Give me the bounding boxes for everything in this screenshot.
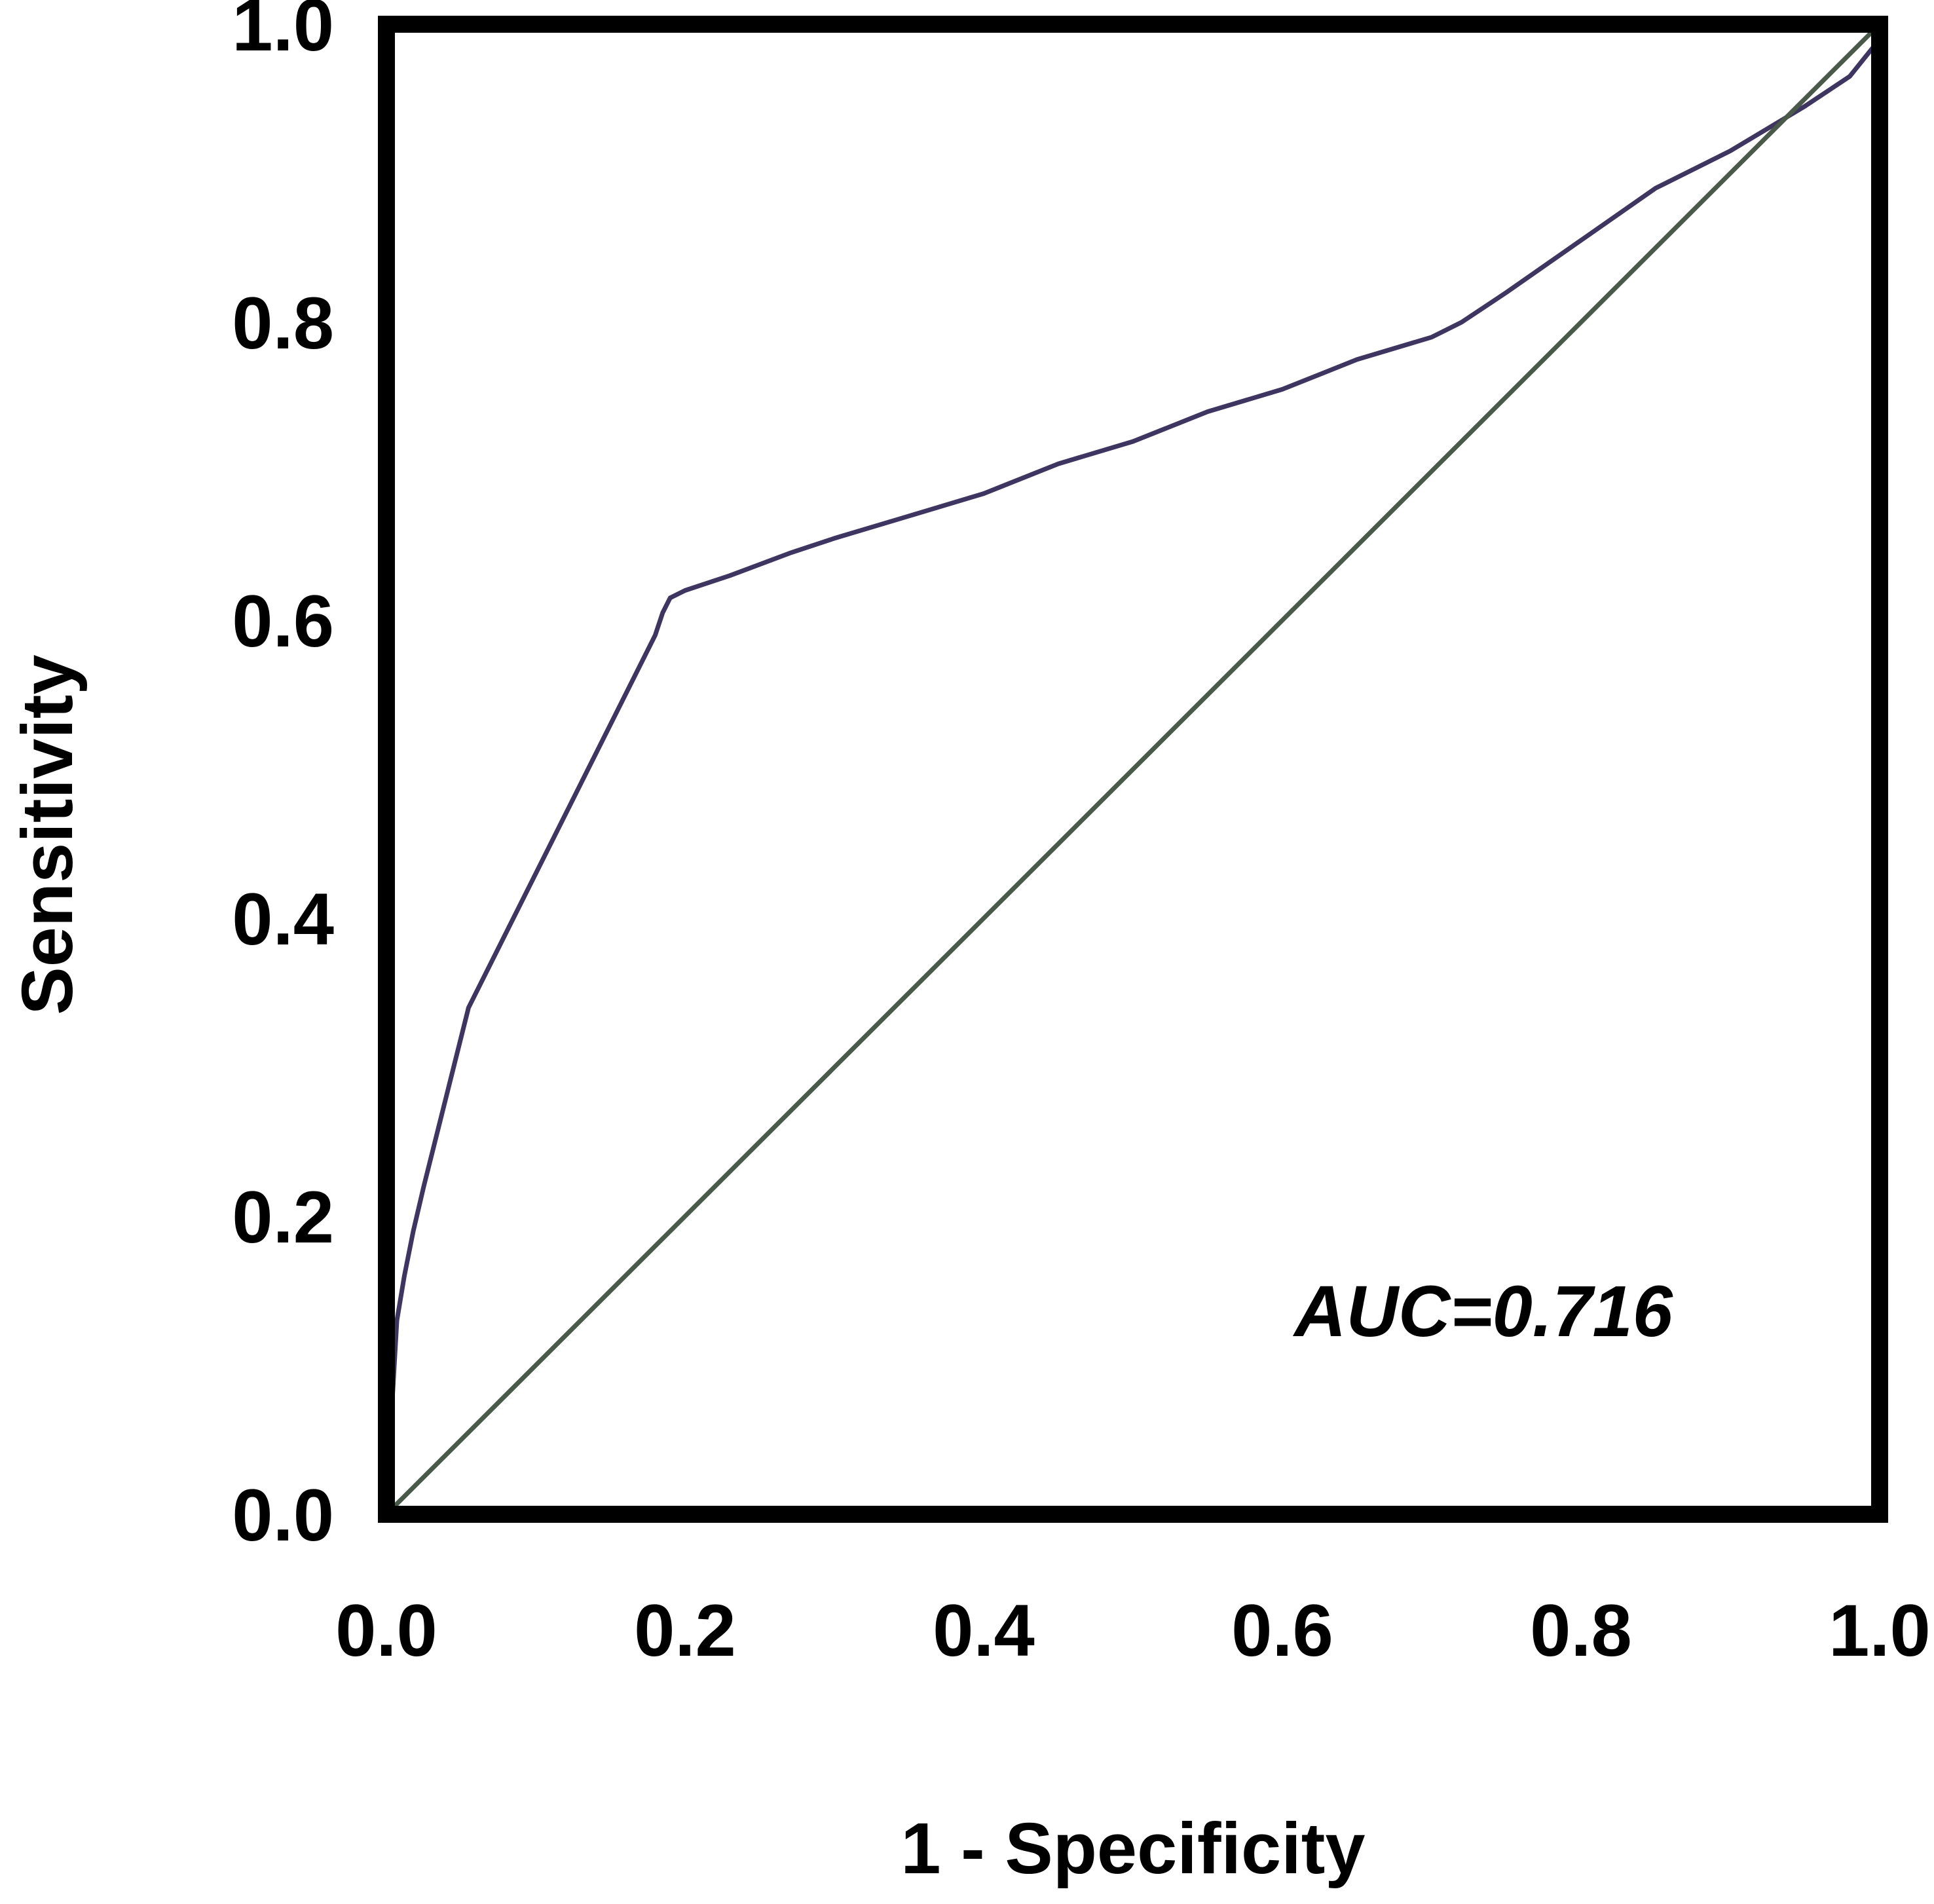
x-tick-label: 0.4: [933, 1590, 1035, 1671]
y-axis-label: Sensitivity: [7, 654, 88, 1015]
roc-curve-line: [384, 37, 1882, 1515]
x-tick-label: 0.2: [634, 1590, 736, 1671]
x-axis-label: 1 - Specificity: [901, 1808, 1365, 1889]
series-layer: [384, 22, 1882, 1516]
reference-diagonal-line: [384, 22, 1882, 1516]
x-tick-labels: 0.0 0.2 0.4 0.6 0.8 1.0: [335, 1590, 1931, 1671]
y-tick-labels: 0.0 0.2 0.4 0.6 0.8 1.0: [232, 0, 334, 1556]
x-tick-label: 0.0: [335, 1590, 437, 1671]
y-tick-label: 0.6: [232, 580, 334, 662]
y-tick-label: 0.2: [232, 1176, 334, 1258]
plot-frame: [378, 16, 1888, 1523]
y-tick-label: 1.0: [232, 0, 334, 66]
x-tick-label: 0.8: [1530, 1590, 1632, 1671]
y-tick-label: 0.0: [232, 1474, 334, 1556]
auc-annotation: AUC=0.716: [1292, 1271, 1673, 1352]
x-tick-label: 0.6: [1231, 1590, 1333, 1671]
x-tick-label: 1.0: [1829, 1590, 1931, 1671]
y-tick-label: 0.4: [232, 878, 334, 960]
y-tick-label: 0.8: [232, 282, 334, 364]
